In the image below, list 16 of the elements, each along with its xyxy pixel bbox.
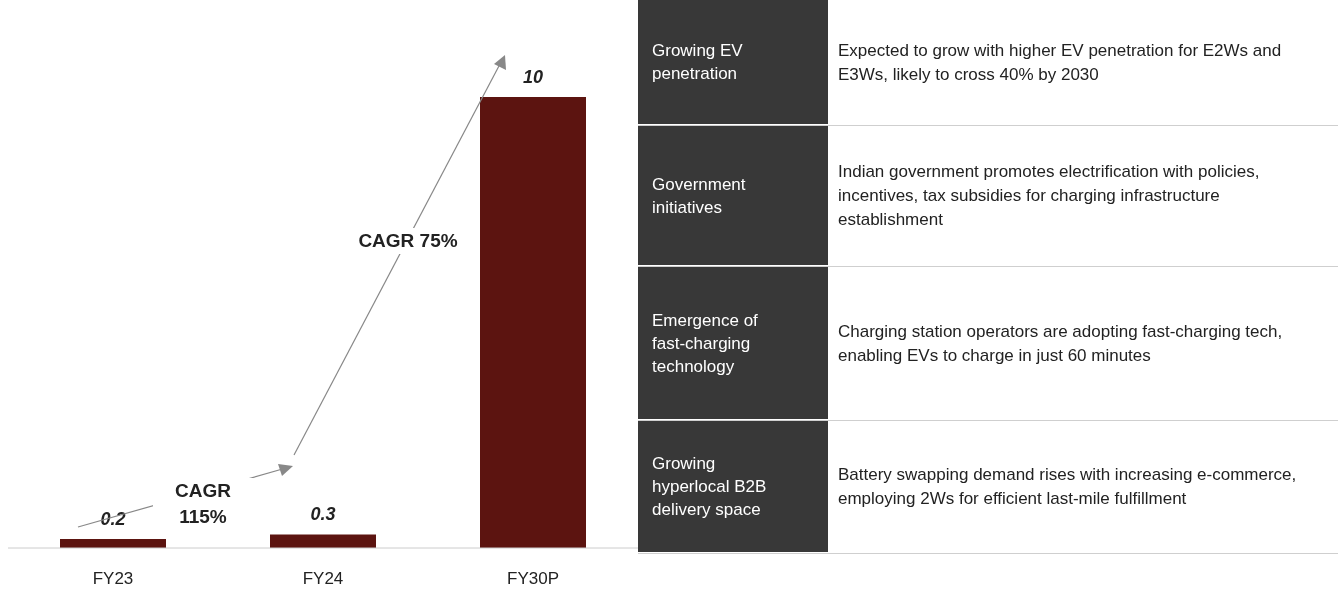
category-label: Emergence of fast-charging technology — [652, 309, 759, 378]
text: Charging station operators are adopting fast-charging tech, enabling EVs to charge in just 60 minutes — [838, 320, 1284, 367]
x-tick-label: FY24 — [302, 569, 344, 589]
text: Indian government promotes electrification with policies, incentives, tax subsidies for charging infrastructure establishment — [838, 161, 1261, 231]
annotation: CAGR 75% — [358, 228, 458, 254]
category-label: Growing hyperlocal B2B delivery space — [652, 453, 768, 521]
x-tick-label: FY23 — [92, 569, 134, 589]
category-label: Government initiatives — [652, 173, 747, 219]
data-label: 0.2 — [100, 508, 126, 529]
annotation: CAGR 115% — [153, 478, 253, 530]
x-tick-label: FY30P — [507, 569, 559, 589]
category-label: Growing EV penetration — [652, 40, 744, 85]
data-label: 10 — [522, 67, 544, 87]
text: Battery swapping demand rises with increasing e-commerce, employing 2Ws for efficient last-mile fulfillment — [838, 464, 1298, 510]
data-label: 0.3 — [310, 504, 336, 525]
text: Expected to grow with higher EV penetration for E2Ws and E3Ws, likely to cross 40% by 2030 — [838, 39, 1283, 86]
